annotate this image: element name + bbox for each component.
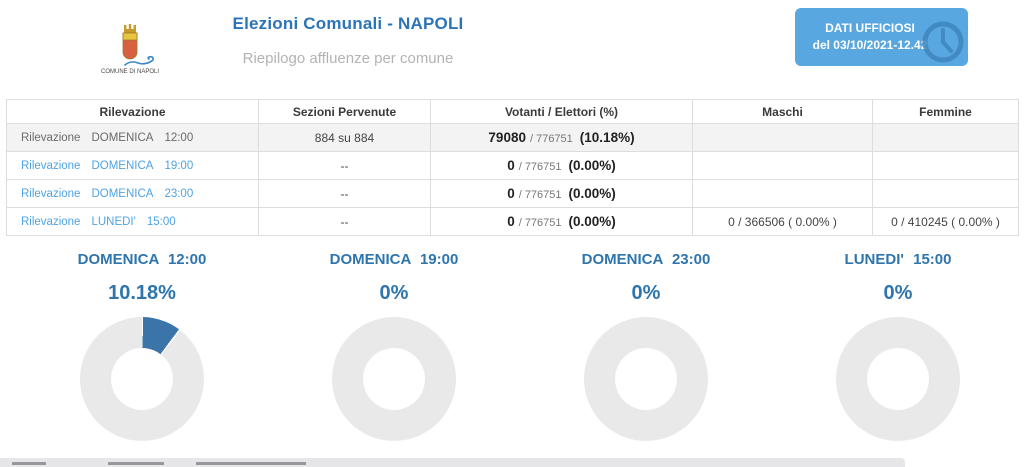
chart-percent: 0% <box>379 282 409 304</box>
donut-chart-domenica-1200: DOMENICA 12:00 10.18% <box>16 251 268 441</box>
donut-chart-domenica-1900: DOMENICA 19:00 0% <box>268 251 520 441</box>
table-row: Rilevazione DOMENICA 23:00 -- 0/ 776751 (0.… <box>6 179 1019 208</box>
femmine-value <box>872 179 1019 208</box>
chart-title: DOMENICA 19:00 <box>329 251 459 268</box>
comune-di-napoli-logo: COMUNE DI NAPOLI <box>98 22 162 81</box>
maschi-value <box>692 123 873 152</box>
napoli-coat-of-arms-icon: COMUNE DI NAPOLI <box>101 24 159 75</box>
page-title: Elezioni Comunali - NAPOLI <box>232 14 464 33</box>
col-header-rilevazione: Rilevazione <box>6 99 259 124</box>
donut-graphic <box>332 317 456 441</box>
donut-graphic <box>80 317 204 441</box>
maschi-value <box>692 179 873 208</box>
title-block: Elezioni Comunali - NAPOLI Riepilogo aff… <box>198 14 498 67</box>
table-header-row: Rilevazione Sezioni Pervenute Votanti / … <box>6 99 1019 124</box>
chart-title: DOMENICA 12:00 <box>77 251 207 268</box>
sezioni-value: -- <box>258 207 431 236</box>
votanti-value: 0/ 776751 (0.00%) <box>430 179 693 208</box>
sezioni-value: -- <box>258 151 431 180</box>
badge-text: DATI UFFICIOSI del 03/10/2021-12.42 <box>795 21 945 52</box>
affluenze-table: Rilevazione Sezioni Pervenute Votanti / … <box>6 99 1019 236</box>
col-header-sezioni: Sezioni Pervenute <box>258 99 431 124</box>
page-subtitle: Riepilogo affluenze per comune <box>242 50 454 67</box>
rilevazione-lunedi-1500-link[interactable]: Rilevazione LUNEDI' 15:00 <box>6 207 259 236</box>
col-header-maschi: Maschi <box>692 99 873 124</box>
chart-percent: 0% <box>883 282 913 304</box>
chart-title: DOMENICA 23:00 <box>581 251 711 268</box>
femmine-value <box>872 123 1019 152</box>
partially-visible-row <box>0 458 905 467</box>
table-row: Rilevazione DOMENICA 12:00 884 su 884 7908… <box>6 123 1019 152</box>
donut-graphic <box>584 317 708 441</box>
femmine-value: 0 / 410245 ( 0.00% ) <box>872 207 1019 236</box>
donut-chart-domenica-2300: DOMENICA 23:00 0% <box>520 251 772 441</box>
sezioni-value: 884 su 884 <box>258 123 431 152</box>
table-row: Rilevazione LUNEDI' 15:00 -- 0/ 776751 (0.0… <box>6 207 1019 236</box>
chart-percent: 0% <box>631 282 661 304</box>
votanti-value: 0/ 776751 (0.00%) <box>430 207 693 236</box>
sezioni-value: -- <box>258 179 431 208</box>
header: COMUNE DI NAPOLI Elezioni Comunali - NAP… <box>0 0 1024 99</box>
maschi-value <box>692 151 873 180</box>
donut-chart-lunedi-1500: LUNEDI' 15:00 0% <box>772 251 1024 441</box>
clipped-text-fragment <box>196 462 306 465</box>
chart-title: LUNEDI' 15:00 <box>844 251 952 268</box>
clipped-text-fragment <box>108 462 164 465</box>
clock-icon <box>922 21 964 63</box>
col-header-femmine: Femmine <box>872 99 1019 124</box>
femmine-value <box>872 151 1019 180</box>
badge-title: DATI UFFICIOSI <box>825 21 915 35</box>
official-data-badge: DATI UFFICIOSI del 03/10/2021-12.42 <box>795 8 968 66</box>
rilevazione-domenica-1200: Rilevazione DOMENICA 12:00 <box>6 123 259 152</box>
chart-percent: 10.18% <box>108 282 176 304</box>
clipped-text-fragment <box>12 462 46 465</box>
maschi-value: 0 / 366506 ( 0.00% ) <box>692 207 873 236</box>
table-row: Rilevazione DOMENICA 19:00 -- 0/ 776751 (0.… <box>6 151 1019 180</box>
badge-datetime: del 03/10/2021-12.42 <box>812 38 928 52</box>
votanti-value: 0/ 776751 (0.00%) <box>430 151 693 180</box>
col-header-votanti: Votanti / Elettori (%) <box>430 99 693 124</box>
rilevazione-domenica-2300-link[interactable]: Rilevazione DOMENICA 23:00 <box>6 179 259 208</box>
donut-graphic <box>836 317 960 441</box>
rilevazione-domenica-1900-link[interactable]: Rilevazione DOMENICA 19:00 <box>6 151 259 180</box>
votanti-value: 79080/ 776751 (10.18%) <box>430 123 693 152</box>
logo-caption: COMUNE DI NAPOLI <box>101 69 159 75</box>
affluenza-donut-charts: DOMENICA 12:00 10.18% DOMENICA 19:00 0% … <box>16 251 1024 441</box>
